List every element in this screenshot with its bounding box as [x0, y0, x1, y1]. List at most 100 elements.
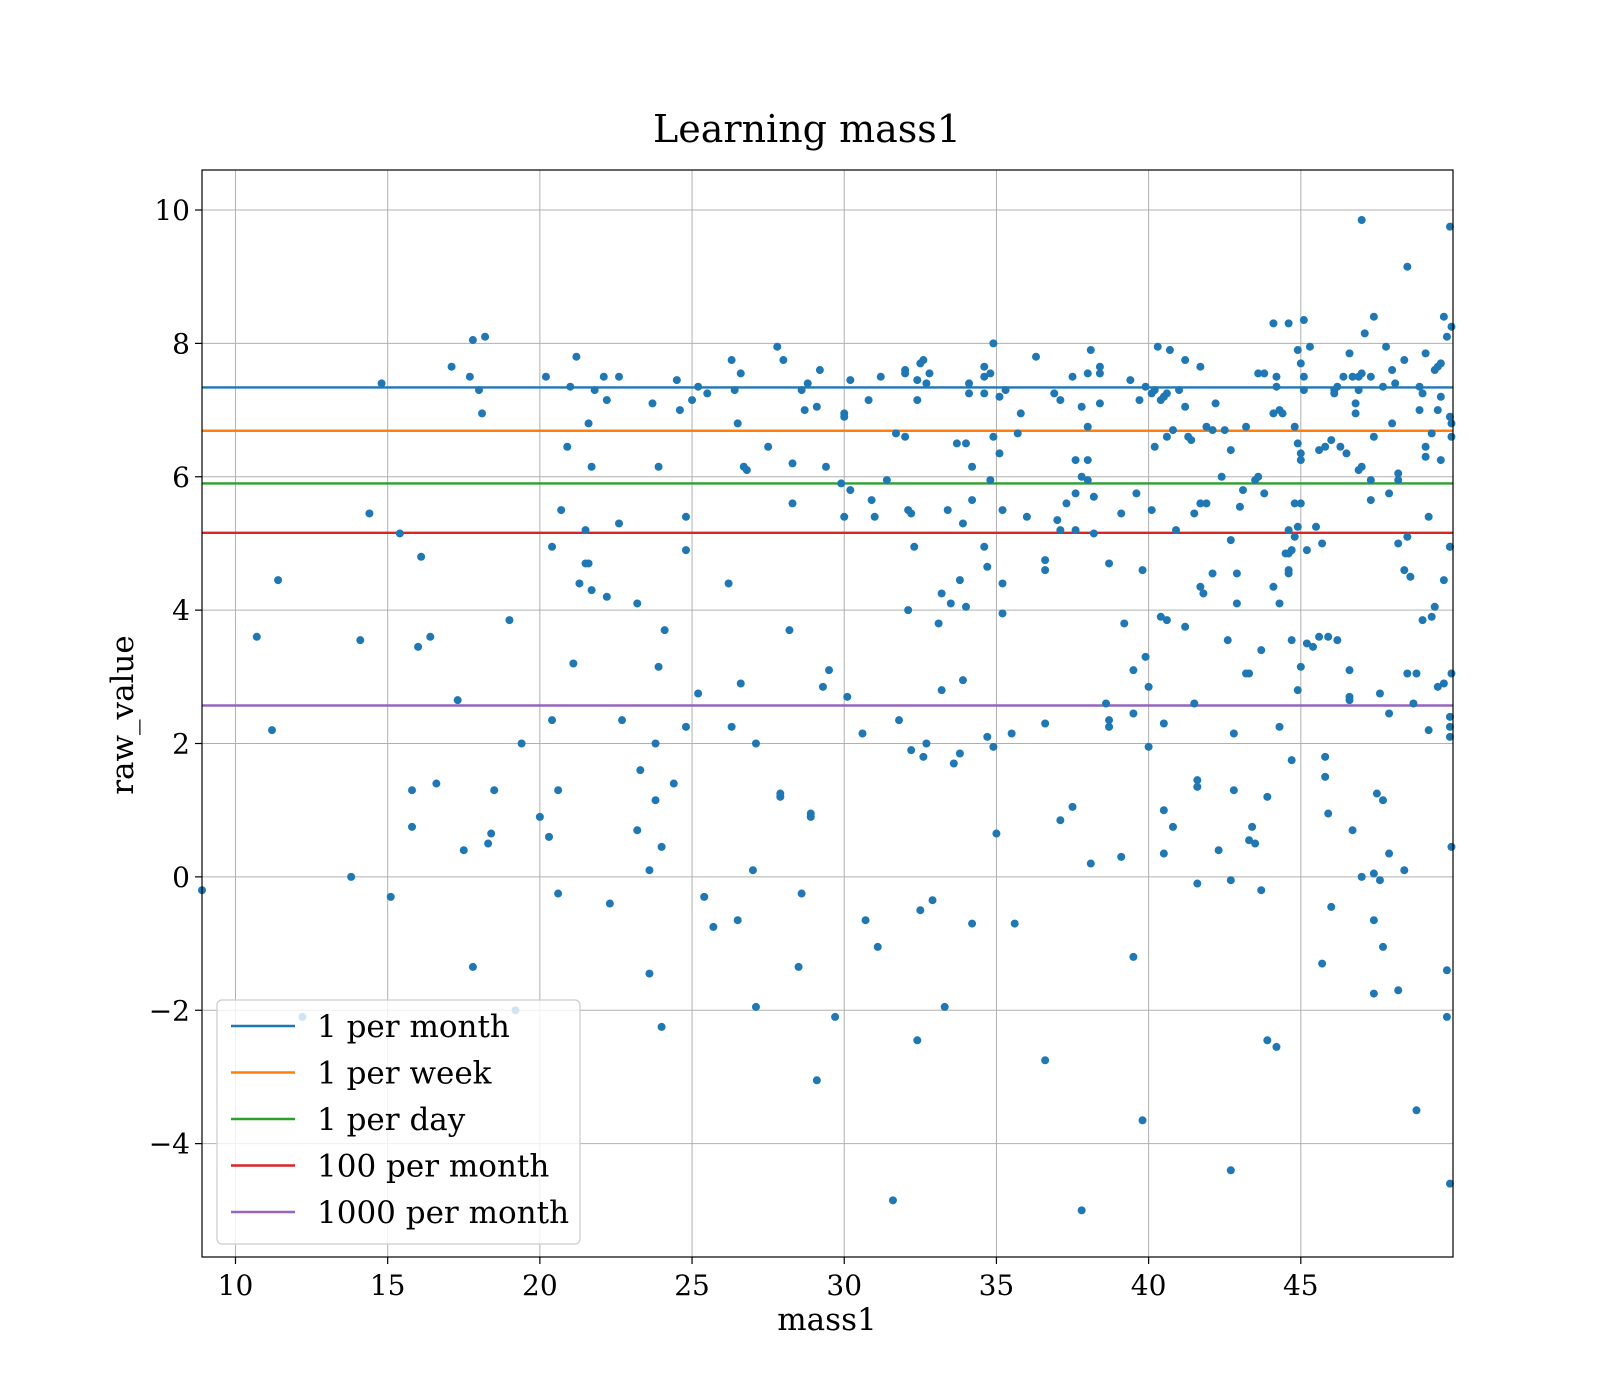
data-point	[989, 339, 998, 348]
data-point	[943, 506, 952, 515]
data-point	[846, 486, 855, 495]
data-point	[1208, 426, 1217, 435]
data-point	[961, 439, 970, 448]
data-point	[815, 366, 824, 375]
data-point	[919, 356, 928, 365]
data-point	[645, 969, 654, 978]
data-point	[955, 576, 964, 585]
data-point	[1272, 372, 1281, 381]
data-point	[1394, 539, 1403, 548]
data-point	[1394, 476, 1403, 485]
data-point	[998, 506, 1007, 515]
data-point	[1385, 849, 1394, 858]
data-point	[1296, 499, 1305, 508]
data-point	[989, 432, 998, 441]
data-point	[1388, 419, 1397, 428]
data-point	[1369, 916, 1378, 925]
chart-title: Learning mass1	[653, 107, 961, 151]
data-point	[1269, 409, 1278, 418]
data-point	[1083, 456, 1092, 465]
data-point	[688, 396, 697, 405]
data-point	[1299, 386, 1308, 395]
data-point	[1144, 742, 1153, 751]
data-point	[1394, 469, 1403, 478]
data-point	[1312, 522, 1321, 531]
data-point	[1251, 839, 1260, 848]
data-point	[657, 1022, 666, 1031]
data-point	[1439, 576, 1448, 585]
data-point	[1068, 372, 1077, 381]
data-point	[1360, 329, 1369, 338]
data-point	[916, 906, 925, 915]
data-point	[1442, 332, 1451, 341]
data-point	[1400, 566, 1409, 575]
y-axis-label: raw_value	[105, 635, 141, 795]
data-point	[356, 636, 365, 645]
data-point	[980, 372, 989, 381]
data-point	[1126, 376, 1135, 385]
y-tick-label: −2	[149, 994, 190, 1027]
data-point	[1415, 382, 1424, 391]
data-point	[587, 586, 596, 595]
data-point	[1245, 669, 1254, 678]
data-point	[1196, 362, 1205, 371]
data-point	[1369, 312, 1378, 321]
data-point	[864, 396, 873, 405]
data-point	[1284, 319, 1293, 328]
data-point	[1369, 432, 1378, 441]
data-point	[1144, 682, 1153, 691]
y-tick-label: 2	[172, 728, 190, 761]
data-point	[408, 822, 417, 831]
data-point	[1421, 452, 1430, 461]
data-point	[922, 379, 931, 388]
data-point	[1290, 499, 1299, 508]
data-point	[1394, 986, 1403, 995]
data-point	[1445, 1179, 1454, 1188]
data-point	[1245, 836, 1254, 845]
data-point	[377, 379, 386, 388]
data-point	[1348, 826, 1357, 835]
data-point	[587, 462, 596, 471]
data-point	[1391, 379, 1400, 388]
data-point	[1269, 319, 1278, 328]
data-point	[998, 609, 1007, 618]
data-point	[1181, 402, 1190, 411]
data-point	[1296, 449, 1305, 458]
x-tick-label: 45	[1283, 1269, 1319, 1302]
data-point	[873, 942, 882, 951]
data-point	[946, 599, 955, 608]
data-point	[1302, 546, 1311, 555]
data-point	[1287, 636, 1296, 645]
x-tick-label: 25	[674, 1269, 710, 1302]
data-point	[1378, 796, 1387, 805]
data-point	[459, 846, 468, 855]
data-point	[1208, 569, 1217, 578]
data-point	[1162, 616, 1171, 625]
data-point	[1141, 652, 1150, 661]
data-point	[965, 379, 974, 388]
x-axis-ticks: 10 15 20 25 30 35 40 45	[218, 1257, 1319, 1302]
data-point	[901, 432, 910, 441]
data-point	[989, 742, 998, 751]
data-point	[1153, 342, 1162, 351]
data-point	[958, 676, 967, 685]
y-tick-label: 6	[172, 461, 190, 494]
data-point	[907, 509, 916, 518]
data-point	[1138, 566, 1147, 575]
data-point	[599, 372, 608, 381]
legend-label: 1 per week	[317, 1056, 492, 1092]
data-point	[980, 362, 989, 371]
data-point	[657, 842, 666, 851]
data-point	[901, 369, 910, 378]
data-point	[569, 659, 578, 668]
legend: 1 per month 1 per week 1 per day 100 per mo…	[216, 999, 581, 1245]
data-point	[736, 679, 745, 688]
data-point	[602, 396, 611, 405]
data-point	[1296, 359, 1305, 368]
data-point	[1229, 786, 1238, 795]
data-point	[1150, 442, 1159, 451]
data-point	[1385, 489, 1394, 498]
data-point	[825, 666, 834, 675]
data-point	[1345, 696, 1354, 705]
data-point	[1275, 722, 1284, 731]
